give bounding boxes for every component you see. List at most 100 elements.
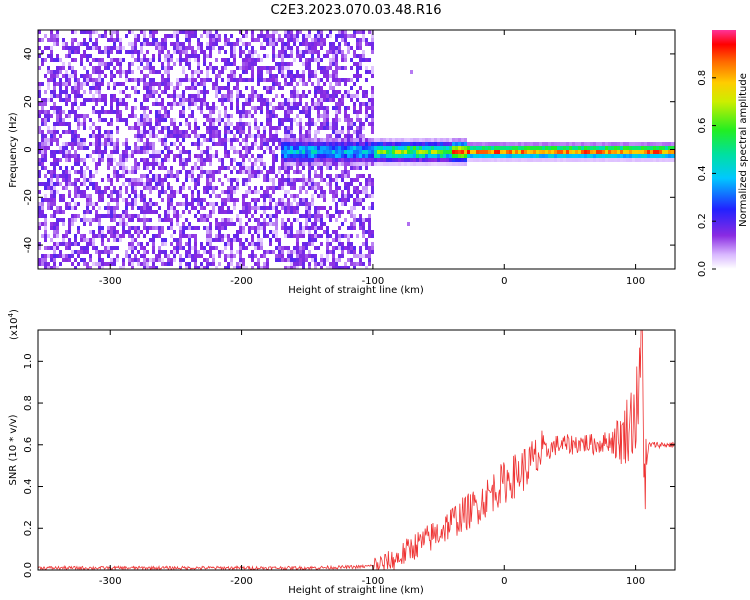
spectrogram-cell [140,138,143,142]
spectrogram-cell [101,226,104,230]
y-tick-label: 40 [23,48,34,61]
spectrogram-cell [401,162,404,166]
spectrogram-cell [185,242,188,246]
spectrogram-cell [188,174,191,178]
spectrogram-cell [185,38,188,42]
spectrogram-cell [239,30,242,34]
spectrogram-cell [404,142,407,146]
spectrogram-cell [149,266,152,269]
spectrogram-cell [308,122,311,126]
spectrogram-cell [53,258,56,262]
spectrogram-cell [170,66,173,70]
spectrogram-cell [302,166,305,170]
spectrogram-cell [86,218,89,222]
spectrogram-cell [365,194,368,198]
spectrogram-cell [443,158,446,162]
spectrogram-cell [128,30,131,34]
spectrogram-cell [365,218,368,222]
spectrogram-cell [200,262,203,266]
spectrogram-cell [260,66,263,70]
spectrogram-cell [263,102,266,106]
spectrogram-cell [254,134,257,138]
spectrogram-cell [293,98,296,102]
spectrogram-cell [416,150,419,154]
spectrogram-cell [77,194,80,198]
spectrogram-cell [146,42,149,46]
spectrogram-cell [125,118,128,122]
spectrogram-cell [170,94,173,98]
spectrogram-cell [290,78,293,82]
spectrogram-cell [485,146,488,150]
spectrogram-cell [152,54,155,58]
spectrogram-cell [296,158,299,162]
spectrogram-cell [443,142,446,146]
spectrogram-cell [308,30,311,34]
spectrogram-cell [206,46,209,50]
spectrogram-cell [122,58,125,62]
spectrogram-cell [338,158,341,162]
spectrogram-cell [362,206,365,210]
spectrogram-cell [536,150,539,154]
spectrogram-cell [50,186,53,190]
spectrogram-cell [350,158,353,162]
spectrogram-cell [272,42,275,46]
spectrogram-cell [224,150,227,154]
spectrogram-cell [641,150,644,154]
spectrogram-cell [341,138,344,142]
spectrogram-cell [122,70,125,74]
spectrogram-cell [41,262,44,266]
spectrogram-cell [227,234,230,238]
spectrogram-cell [143,186,146,190]
spectrogram-cell [56,34,59,38]
spectrogram-cell [200,206,203,210]
spectrogram-cell [659,146,662,150]
spectrogram-cell [311,38,314,42]
spectrogram-cell [227,74,230,78]
spectrogram-cell [587,142,590,146]
spectrogram-cell [371,70,374,74]
spectrogram-cell [467,146,470,150]
spectrogram-cell [368,254,371,258]
spectrogram-cell [305,42,308,46]
spectrogram-cell [179,110,182,114]
spectrogram-cell [134,170,137,174]
spectrogram-cell [116,150,119,154]
colorbar-tick-label: 0.4 [697,165,708,181]
spectrogram-cell [278,182,281,186]
spectrogram-cell [161,250,164,254]
spectrogram-cell [356,162,359,166]
spectrogram-cell [215,58,218,62]
spectrogram-cell [221,234,224,238]
spectrogram-cell [362,146,365,150]
spectrogram-cell [197,266,200,269]
spectrogram-cell [290,46,293,50]
spectrogram-cell [170,170,173,174]
spectrogram-cell [116,98,119,102]
spectrogram-cell [44,122,47,126]
spectrogram-cell [74,78,77,82]
spectrogram-cell [62,194,65,198]
spectrogram-cell [125,122,128,126]
spectrogram-cell [206,102,209,106]
spectrogram-cell [242,58,245,62]
spectrogram-cell [341,178,344,182]
spectrogram-cell [206,78,209,82]
spectrogram-cell [455,158,458,162]
spectrogram-cell [398,138,401,142]
spectrogram-cell [53,78,56,82]
spectrogram-cell [329,30,332,34]
spectrogram-cell [47,262,50,266]
spectrogram-cell [305,202,308,206]
spectrogram-cell [152,34,155,38]
spectrogram-cell [137,34,140,38]
spectrogram-cell [371,154,374,158]
spectrogram-cell [245,58,248,62]
spectrogram-cell [65,146,68,150]
spectrogram-cell [245,30,248,34]
spectrogram-cell [329,66,332,70]
spectrogram-cell [362,242,365,246]
spectrogram-cell [164,42,167,46]
spectrogram-cell [599,154,602,158]
spectrogram-cell [179,50,182,54]
spectrogram-cell [305,198,308,202]
